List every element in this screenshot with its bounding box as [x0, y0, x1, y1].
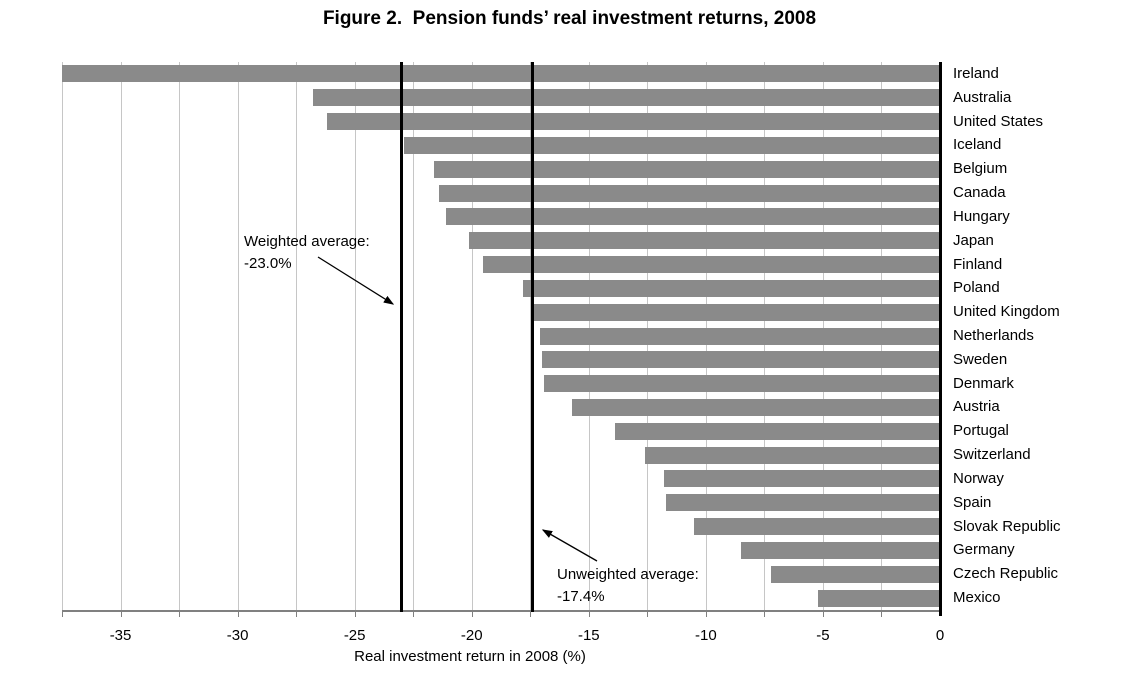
country-label: Poland [953, 279, 1000, 297]
country-label: Australia [953, 88, 1012, 106]
bar-finland [483, 256, 940, 274]
country-label: United Kingdom [953, 303, 1060, 321]
weighted-average-label: Weighted average: [244, 233, 370, 250]
bar-czech-republic [771, 565, 940, 583]
weighted-average-line [399, 62, 403, 612]
country-label: Slovak Republic [953, 517, 1061, 535]
country-label: Iceland [953, 136, 1002, 154]
weighted-average-value: -23.0% [244, 255, 292, 272]
bar-norway [663, 470, 940, 488]
bar-poland [523, 279, 940, 297]
gridline [413, 62, 414, 610]
gridline [179, 62, 180, 610]
bar-japan [469, 232, 940, 250]
gridline [530, 62, 531, 610]
country-label: United States [953, 112, 1044, 130]
bar-canada [438, 184, 940, 202]
axis-tick [764, 610, 765, 617]
x-tick-label: -20 [460, 627, 483, 644]
bar-belgium [434, 160, 940, 178]
x-axis-line [62, 610, 940, 612]
country-label: Switzerland [953, 446, 1031, 464]
bar-austria [572, 398, 940, 416]
bar-portugal [614, 422, 940, 440]
bar-united-kingdom [532, 303, 940, 321]
unweighted-average-label: Unweighted average: [557, 566, 699, 583]
axis-tick [647, 610, 648, 617]
bar-slovak-republic [694, 518, 940, 536]
unweighted-average-value: -17.4% [557, 588, 605, 605]
axis-tick [413, 610, 414, 617]
country-label: Germany [953, 541, 1015, 559]
gridline [355, 62, 356, 610]
gridline [121, 62, 122, 610]
axis-tick [62, 610, 63, 617]
bar-ireland [62, 65, 940, 83]
axis-tick [472, 610, 473, 617]
gridline [62, 62, 63, 610]
country-label: Mexico [953, 589, 1001, 607]
bar-australia [312, 89, 940, 107]
country-label: Canada [953, 184, 1006, 202]
bar-hungary [445, 208, 940, 226]
country-label: Japan [953, 231, 994, 249]
unweighted-average-line [531, 62, 535, 612]
x-tick-label: -25 [343, 627, 366, 644]
bar-spain [666, 494, 940, 512]
country-label: Norway [953, 469, 1004, 487]
unweighted-average-annotation: Unweighted average: -17.4% [557, 564, 699, 608]
axis-tick [296, 610, 297, 617]
x-tick-label: -30 [226, 627, 249, 644]
x-tick-label: -35 [109, 627, 132, 644]
country-label: Netherlands [953, 327, 1034, 344]
country-label: Spain [953, 493, 992, 511]
axis-tick [355, 610, 356, 617]
country-label: Denmark [953, 374, 1014, 392]
country-label: Sweden [953, 350, 1008, 368]
country-label: Ireland [953, 64, 999, 82]
axis-tick [530, 610, 531, 617]
country-label: Austria [953, 398, 1000, 416]
bar-netherlands [539, 327, 940, 345]
x-tick-label: -10 [695, 627, 717, 644]
country-label: Hungary [953, 207, 1010, 225]
chart-title: Figure 2. Pension funds’ real investment… [322, 8, 817, 29]
bar-denmark [544, 375, 940, 393]
bar-germany [740, 541, 940, 559]
gridline [238, 62, 239, 610]
bar-united-states [326, 113, 940, 131]
country-label: Finland [953, 255, 1003, 273]
zero-axis-line [938, 62, 942, 616]
x-tick-label: -5 [816, 627, 830, 644]
bar-switzerland [644, 446, 940, 464]
gridline [472, 62, 473, 610]
x-axis-title: Real investment return in 2008 (%) [354, 648, 586, 665]
x-tick-label: 0 [935, 627, 945, 644]
bar-iceland [403, 136, 940, 154]
bar-mexico [818, 589, 940, 607]
axis-tick [706, 610, 707, 617]
axis-tick [881, 610, 882, 617]
country-label: Czech Republic [953, 565, 1059, 583]
country-label: Portugal [953, 422, 1009, 440]
bar-sweden [541, 351, 940, 369]
axis-tick [823, 610, 824, 617]
gridline [296, 62, 297, 610]
axis-tick [121, 610, 122, 617]
axis-tick [589, 610, 590, 617]
axis-tick [238, 610, 239, 617]
axis-tick [179, 610, 180, 617]
country-label: Belgium [953, 160, 1008, 178]
x-tick-label: -15 [577, 627, 600, 644]
weighted-average-annotation: Weighted average: -23.0% [244, 231, 370, 275]
